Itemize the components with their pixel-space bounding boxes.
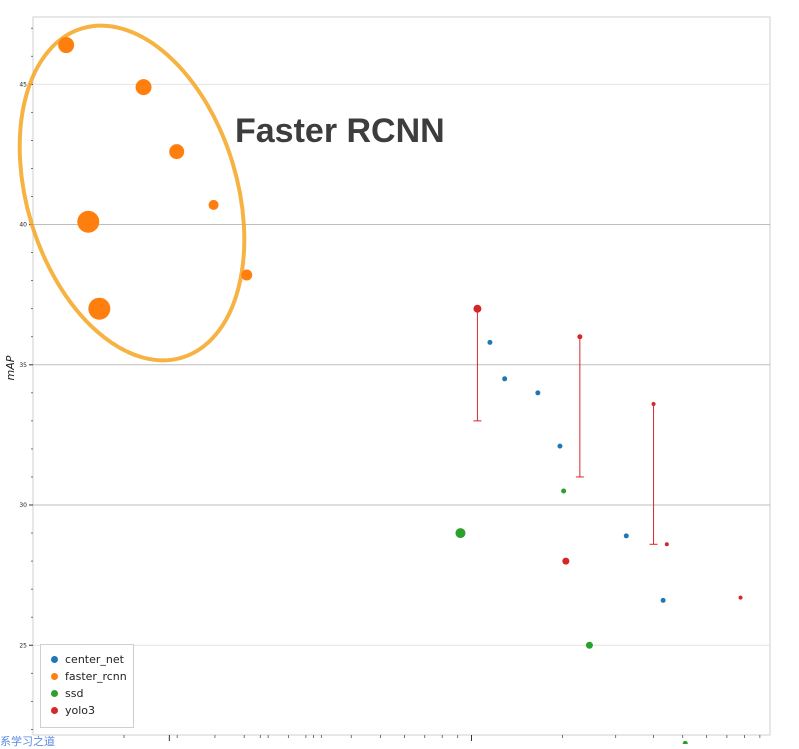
point-center-net-4 <box>623 533 629 539</box>
y-tick-label-45: 45 <box>19 81 27 88</box>
faster-rcnn-highlight-ellipse <box>17 23 247 363</box>
point-faster-rcnn-5 <box>241 269 253 281</box>
error-bars <box>473 308 658 545</box>
watermark-text: 系学习之道 <box>0 735 55 748</box>
legend-marker-center-net <box>51 656 58 663</box>
point-yolo3-4 <box>664 542 669 547</box>
point-ssd-0 <box>455 528 466 539</box>
point-faster-rcnn-4 <box>77 210 100 233</box>
y-tick-label-25: 25 <box>19 642 27 649</box>
legend-item-faster-rcnn: faster_rcnn <box>51 668 133 685</box>
y-tick-label-35: 35 <box>19 362 27 369</box>
y-axis-label: mAP <box>4 355 17 380</box>
point-ssd-1 <box>561 488 567 494</box>
legend-label-center-net: center_net <box>65 653 124 666</box>
y-tick-label-30: 30 <box>19 502 27 509</box>
point-faster-rcnn-6 <box>88 297 111 320</box>
grid <box>33 83 770 646</box>
point-faster-rcnn-3 <box>208 199 219 210</box>
legend: center_net faster_rcnn ssd yolo3 <box>40 644 134 728</box>
point-ssd-2 <box>585 641 593 649</box>
legend-label-faster-rcnn: faster_rcnn <box>65 670 127 683</box>
y-tick-label-40: 40 <box>19 222 27 229</box>
point-yolo3-5 <box>738 595 743 600</box>
point-yolo3-3 <box>651 402 656 407</box>
point-center-net-1 <box>502 376 508 382</box>
point-yolo3-0 <box>473 304 482 313</box>
point-faster-rcnn-2 <box>169 144 185 160</box>
annotation-text: Faster RCNN <box>235 112 445 150</box>
point-ssd-3 <box>682 740 688 744</box>
legend-item-yolo3: yolo3 <box>51 702 133 719</box>
plot-area <box>32 16 771 736</box>
point-center-net-0 <box>487 339 493 345</box>
legend-marker-yolo3 <box>51 707 58 714</box>
point-center-net-3 <box>557 443 563 449</box>
legend-item-center-net: center_net <box>51 651 133 668</box>
legend-label-ssd: ssd <box>65 687 84 700</box>
point-yolo3-1 <box>562 557 570 565</box>
x-axis <box>123 735 761 741</box>
legend-label-yolo3: yolo3 <box>65 704 96 717</box>
point-faster-rcnn-0 <box>58 37 75 54</box>
legend-marker-faster-rcnn <box>51 673 58 680</box>
point-center-net-5 <box>660 597 666 603</box>
data-points <box>58 37 743 744</box>
point-center-net-2 <box>535 390 541 396</box>
point-faster-rcnn-1 <box>135 79 152 96</box>
legend-marker-ssd <box>51 690 58 697</box>
point-yolo3-2 <box>577 334 583 340</box>
legend-item-ssd: ssd <box>51 685 133 702</box>
